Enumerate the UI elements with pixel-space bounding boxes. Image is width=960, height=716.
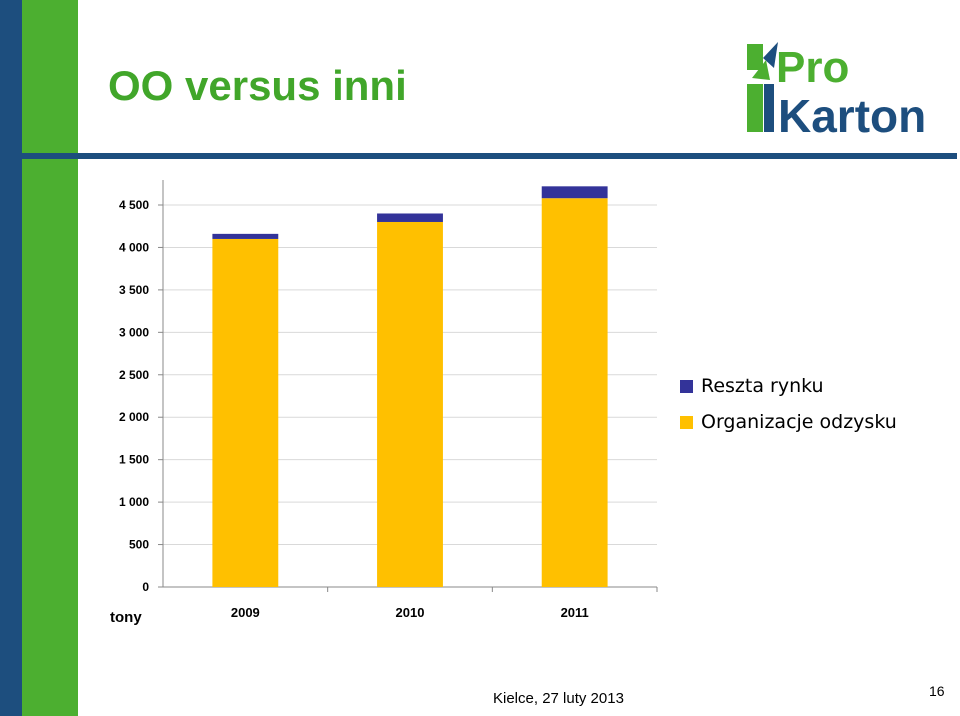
header-divider <box>22 153 957 159</box>
y-axis-unit-label: tony <box>110 609 142 626</box>
y-tick-label: 2 500 <box>119 368 149 382</box>
bar-reszta-rynku-2010 <box>377 213 443 222</box>
bar-reszta-rynku-2009 <box>212 233 279 239</box>
y-tick-label: 2 000 <box>119 410 149 424</box>
logo-word-karton: Karton <box>778 90 926 136</box>
legend-swatch <box>680 415 693 429</box>
y-tick-label: 1 500 <box>119 453 149 467</box>
x-category-label: 2009 <box>231 605 260 620</box>
logo-arrow-shape <box>763 42 778 68</box>
y-tick-label: 4 000 <box>119 240 149 254</box>
y-tick-label: 3 500 <box>119 283 149 297</box>
logo-green-block-top <box>747 44 763 70</box>
x-category-label: 2010 <box>396 605 425 620</box>
legend-item: Organizacje odzysku <box>680 404 897 440</box>
pro-karton-logo: Pro Karton <box>747 42 926 136</box>
slide-title: OO versus inni <box>108 62 407 109</box>
legend-label: Reszta rynku <box>701 375 824 397</box>
logo-word-pro: Pro <box>776 43 849 92</box>
y-tick-label: 1 000 <box>119 495 149 509</box>
x-category-label: 2011 <box>561 605 589 620</box>
footer-text: Kielce, 27 luty 2013 <box>493 690 624 707</box>
bar-organizacje-odzysku-2011 <box>541 198 608 587</box>
y-tick-label: 3 000 <box>119 325 149 339</box>
logo-blue-block <box>764 84 774 132</box>
y-tick-label: 500 <box>129 538 149 552</box>
bar-organizacje-odzysku-2009 <box>212 238 279 587</box>
legend-swatch <box>680 379 693 393</box>
stacked-bar-chart: 0 500 1 000 1 500 2 000 2 500 3 000 3 500 4 000 4… <box>119 180 658 620</box>
legend-item: Reszta rynku <box>680 368 897 404</box>
chart-legend: Reszta rynku Organizacje odzysku <box>680 368 897 440</box>
bar-organizacje-odzysku-2010 <box>377 221 443 587</box>
bar-reszta-rynku-2011 <box>541 186 608 199</box>
slide-number: 16 <box>929 683 945 699</box>
y-tick-label: 0 <box>142 580 149 594</box>
y-tick-label: 4 500 <box>119 198 149 212</box>
legend-label: Organizacje odzysku <box>701 411 897 433</box>
left-blue-stripe <box>0 0 22 716</box>
logo-green-block-bottom <box>747 84 763 132</box>
left-green-stripe <box>22 0 78 716</box>
logo-arrow-accent <box>752 60 770 80</box>
